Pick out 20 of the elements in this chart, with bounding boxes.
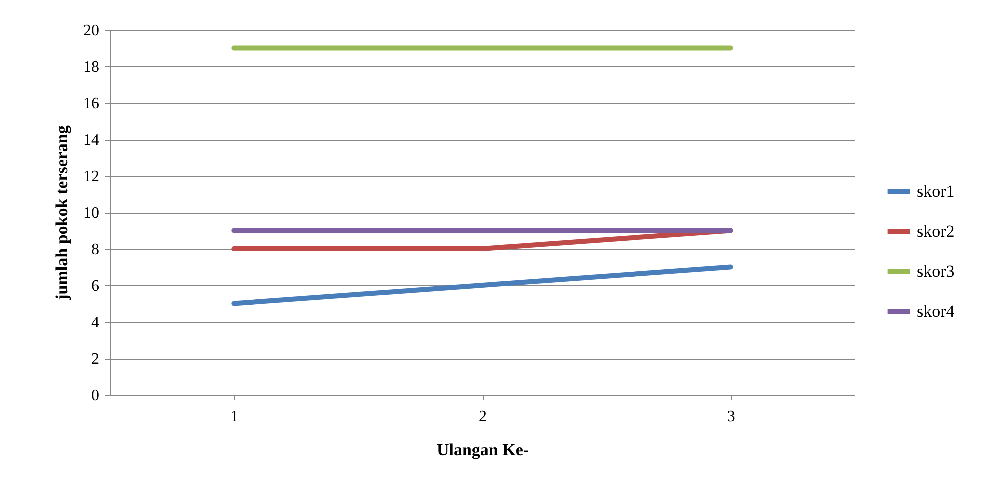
y-tick-label: 6 xyxy=(92,278,100,295)
legend-label: skor1 xyxy=(917,182,955,201)
y-axis-title: jumlah pokok terserang xyxy=(52,125,72,302)
x-tick-label: 1 xyxy=(230,408,239,426)
y-tick-label: 14 xyxy=(84,132,100,149)
y-tick-label: 16 xyxy=(84,96,100,112)
legend-label: skor3 xyxy=(917,262,955,281)
y-tick-label: 10 xyxy=(84,205,100,222)
x-tick-label: 3 xyxy=(727,408,736,426)
y-tick-label: 2 xyxy=(92,351,100,368)
y-tick-label: 8 xyxy=(92,242,100,258)
x-tick-label: 2 xyxy=(479,408,487,426)
y-tick-label: 18 xyxy=(84,59,100,76)
legend-label: skor4 xyxy=(917,302,956,321)
y-tick-label: 12 xyxy=(84,168,100,186)
y-tick-label: 0 xyxy=(92,388,100,404)
y-tick-label: 4 xyxy=(92,314,100,332)
x-axis-title: Ulangan Ke- xyxy=(436,440,530,460)
legend-label: skor2 xyxy=(917,222,955,241)
y-tick-label: 20 xyxy=(84,22,100,40)
